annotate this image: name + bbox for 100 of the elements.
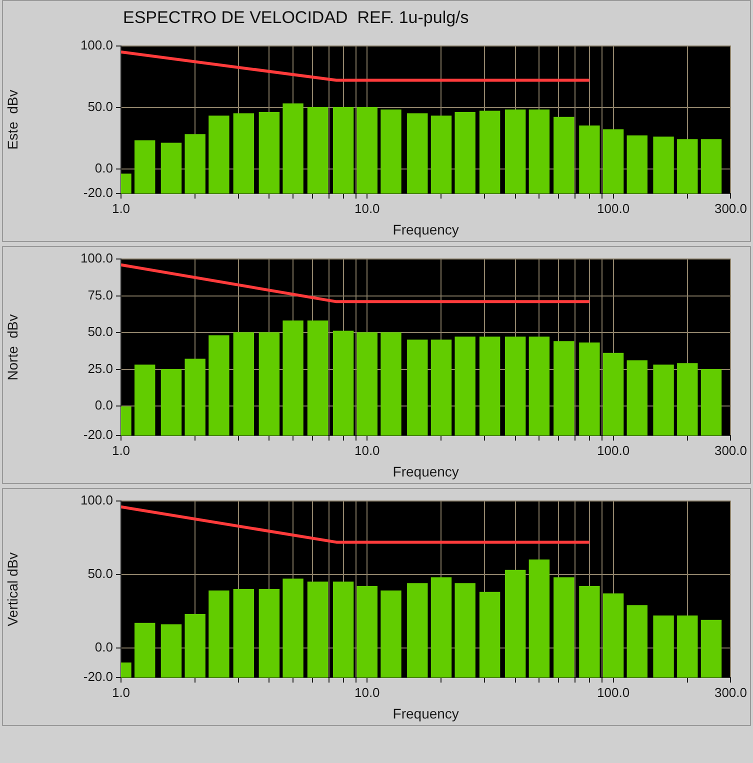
bar [454, 583, 476, 678]
bar [332, 330, 354, 436]
bar [677, 139, 698, 194]
bar [430, 116, 452, 194]
bar [626, 360, 648, 436]
bar [626, 135, 648, 194]
y-tick-label: -20.0 [83, 427, 113, 442]
bar [233, 332, 254, 436]
bar [504, 570, 526, 678]
x-axis-title: Frequency [392, 221, 459, 238]
y-tick-label: -20.0 [83, 185, 113, 200]
x-tick-label: 100.0 [597, 200, 630, 216]
bar [700, 139, 722, 194]
x-axis-title: Frequency [392, 705, 459, 722]
bar [579, 586, 600, 678]
bar [134, 364, 156, 436]
bar [554, 577, 574, 678]
y-tick-label: 0.0 [94, 160, 113, 176]
bar [184, 614, 206, 678]
y-tick-label: 0.0 [94, 640, 113, 655]
bar [282, 103, 304, 194]
bar [700, 369, 722, 436]
bar [356, 107, 378, 194]
bar [233, 588, 254, 678]
bar [307, 320, 328, 436]
y-tick-label: 100.0 [80, 250, 113, 266]
bar [700, 620, 722, 678]
x-axis-title: Frequency [392, 463, 459, 480]
bar [677, 363, 698, 436]
y-axis-title: Este dBv [4, 90, 20, 150]
y-tick-label: 50.0 [88, 324, 113, 340]
bar [160, 624, 182, 678]
y-tick-label: 50.0 [88, 98, 113, 114]
bar [134, 622, 156, 678]
bar [184, 358, 206, 436]
y-tick-label: 100.0 [80, 492, 113, 508]
bar [454, 112, 476, 194]
y-axis-title: Vertical dBv [4, 552, 20, 626]
bar [677, 615, 698, 678]
bar [356, 332, 378, 436]
bar [407, 583, 428, 678]
bar [233, 113, 254, 194]
x-tick-label: 100.0 [597, 442, 630, 458]
bar [160, 142, 182, 194]
bar [208, 335, 230, 436]
bar [653, 364, 674, 436]
x-tick-label: 1.0 [112, 684, 130, 700]
bar [307, 107, 328, 194]
y-tick-label: -20.0 [83, 669, 113, 684]
x-tick-label: 300.0 [714, 442, 748, 458]
x-tick-label: 300.0 [714, 200, 748, 216]
bar [554, 116, 574, 194]
bar [554, 341, 574, 436]
bar [134, 140, 156, 194]
bar [504, 110, 526, 194]
bar [653, 615, 674, 678]
y-tick-label: 100.0 [80, 37, 113, 52]
bar [528, 110, 550, 194]
bar [258, 112, 280, 194]
y-tick-label: 25.0 [88, 360, 113, 376]
bar [258, 588, 280, 678]
bar [504, 336, 526, 436]
bar [356, 586, 378, 678]
bar [160, 369, 182, 436]
bar [430, 577, 452, 678]
bar [307, 582, 328, 678]
bar [332, 107, 354, 194]
bar [380, 110, 402, 194]
bar [479, 336, 500, 436]
bar [407, 340, 428, 436]
bar [602, 352, 624, 436]
bar [380, 332, 402, 436]
bar [528, 336, 550, 436]
y-tick-label: 50.0 [88, 566, 113, 582]
y-tick-label: 0.0 [94, 398, 113, 413]
bar [528, 560, 550, 678]
x-tick-label: 10.0 [354, 442, 380, 458]
bar [479, 592, 500, 678]
bar [602, 129, 624, 194]
bar [653, 136, 674, 194]
bar [208, 590, 230, 678]
bar [258, 332, 280, 436]
bar [184, 134, 206, 194]
bar [430, 340, 452, 436]
x-tick-label: 10.0 [354, 684, 380, 700]
x-tick-label: 100.0 [597, 684, 630, 700]
bar [626, 605, 648, 678]
x-tick-label: 10.0 [354, 200, 380, 216]
bar [208, 116, 230, 194]
bar [602, 593, 624, 678]
y-tick-label: 75.0 [88, 287, 113, 302]
bar [332, 582, 354, 678]
bar [479, 110, 500, 194]
x-tick-label: 1.0 [112, 442, 130, 458]
bar [380, 590, 402, 678]
bar [282, 578, 304, 678]
bar [407, 113, 428, 194]
bar [579, 126, 600, 194]
bar [579, 342, 600, 436]
x-tick-label: 1.0 [112, 200, 130, 216]
